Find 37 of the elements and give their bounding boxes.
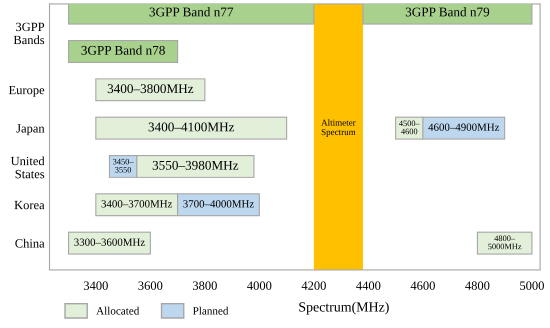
data-label: 4600–4900MHz: [428, 124, 500, 131]
data-label: 3700–4000MHz: [183, 200, 254, 208]
data-label: 4500– 4600: [399, 120, 420, 134]
series-label: 3GPP Band n77: [150, 7, 234, 16]
y-tick-label: Japan: [16, 124, 44, 136]
x-tick-label: 4200: [302, 281, 326, 290]
data-label: 3400–3800MHz: [108, 84, 194, 94]
x-tick-label: 3600: [138, 281, 162, 290]
y-tick-label: United States: [10, 156, 44, 178]
x-tick-label: 3400: [84, 281, 108, 290]
band-label: Altimeter Spectrum: [321, 119, 356, 137]
bar: [68, 232, 151, 255]
x-axis-title: Spectrum(MHz): [299, 302, 389, 314]
x-tick-label: 3800: [192, 281, 217, 290]
legend-label: Planned: [192, 306, 228, 315]
data-label: 3300–3600MHz: [74, 238, 145, 246]
bar: [476, 232, 532, 255]
bar: [95, 78, 206, 102]
data-label: 3400–3700MHz: [102, 200, 172, 208]
x-tick-label: 4800: [465, 281, 490, 290]
y-tick-label: Europe: [8, 86, 44, 97]
x-tick-label: 5000: [520, 281, 544, 290]
bar: [95, 116, 288, 140]
y-tick-label: 3GPP Bands: [14, 22, 44, 44]
data-label: 3400–4100MHz: [148, 122, 234, 132]
y-tick-label: Korea: [14, 200, 44, 210]
legend-label: Allocated: [96, 306, 140, 315]
x-tick-label: 4000: [247, 281, 272, 290]
data-label: 4800– 5000MHz: [488, 236, 522, 250]
bar: [68, 40, 178, 63]
x-tick-label: 4600: [410, 281, 435, 290]
data-label: 3450– 3550: [113, 158, 134, 173]
series-label: 3GPP Band n79: [406, 7, 490, 16]
series-label: 3GPP Band n78: [81, 45, 165, 55]
data-label: 3550–3980MHz: [152, 160, 238, 170]
x-tick-label: 4400: [356, 281, 380, 290]
y-tick-label: China: [15, 238, 44, 248]
